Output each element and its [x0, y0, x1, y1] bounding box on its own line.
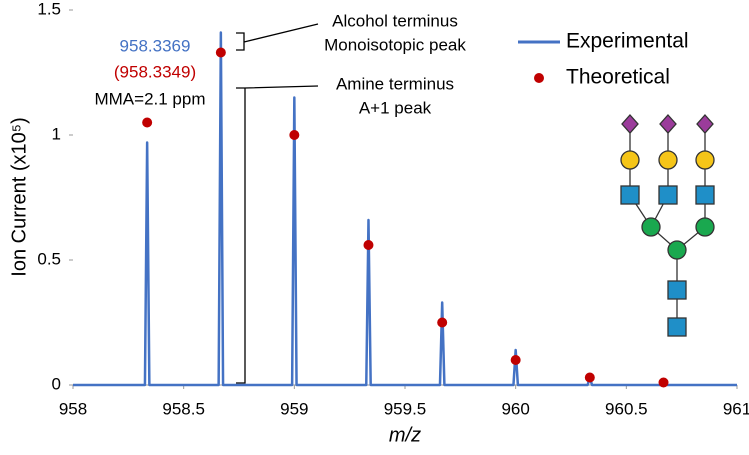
annotation: MMA=2.1 ppm — [94, 89, 205, 108]
x-tick-label: 960.5 — [605, 399, 648, 418]
theoretical-point — [363, 240, 374, 250]
x-tick-label: 959 — [280, 399, 308, 418]
annotation: A+1 peak — [359, 98, 432, 117]
legend-swatch — [534, 73, 544, 83]
annotation: 958.3369 — [120, 36, 191, 55]
annotation: Amine terminus — [336, 74, 454, 93]
theoretical-point — [437, 317, 448, 328]
x-tick-label: 958.5 — [162, 399, 205, 418]
theoretical-point — [289, 130, 300, 140]
theoretical-point — [584, 372, 595, 383]
theoretical-point — [215, 47, 226, 58]
legend-label: Experimental — [566, 30, 689, 53]
y-tick-label: 1.5 — [37, 0, 61, 18]
annotation: Monoisotopic peak — [324, 35, 466, 54]
y-axis-label: Ion Current (x10⁵) — [8, 117, 30, 276]
theoretical-point — [658, 377, 669, 388]
x-tick-label: 961 — [723, 399, 749, 418]
annotation: Alcohol terminus — [332, 11, 458, 30]
legend-label: Theoretical — [566, 66, 670, 89]
y-tick-label: 1 — [52, 124, 61, 143]
bracket — [236, 85, 319, 384]
x-axis-label: m/z — [389, 424, 421, 446]
annotation: (958.3349) — [114, 62, 196, 81]
x-tick-label: 960 — [501, 399, 529, 418]
brackets — [236, 23, 319, 384]
y-tick-label: 0.5 — [37, 249, 61, 268]
glycan — [620, 114, 715, 337]
x-tick-label: 959.5 — [384, 399, 427, 418]
bracket — [236, 23, 319, 51]
theoretical-point — [142, 117, 153, 128]
theoretical-point — [510, 355, 521, 365]
y-tick-label: 0 — [52, 374, 61, 393]
x-tick-label: 958 — [59, 399, 87, 418]
spectrum-line — [73, 31, 737, 387]
